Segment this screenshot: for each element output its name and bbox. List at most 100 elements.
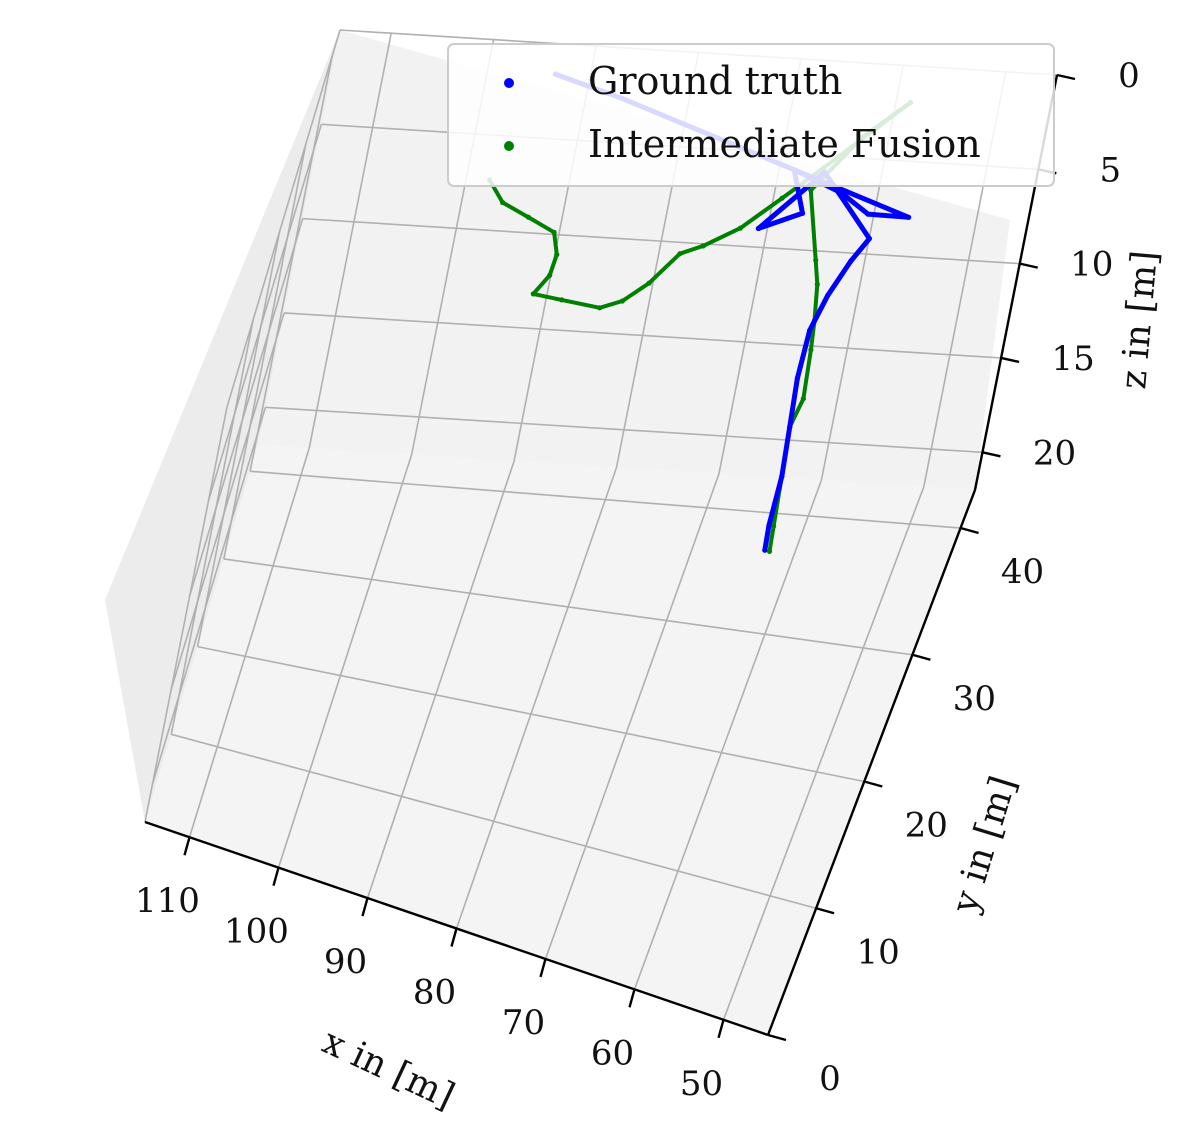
x-axis-label: x in [m]	[316, 1021, 460, 1117]
series-point-0	[794, 375, 801, 381]
x-tick-label: 80	[413, 973, 456, 1013]
series-point-1	[814, 281, 820, 287]
y-tick	[767, 1033, 787, 1042]
left-grid-z	[170, 312, 285, 691]
series-point-1	[530, 291, 536, 297]
y-tick-label: 20	[905, 806, 948, 846]
x-tick-label: 60	[591, 1033, 634, 1073]
z-tick	[1056, 73, 1076, 81]
series-point-0	[848, 258, 854, 264]
x-tick-label: 110	[135, 881, 200, 921]
z-tick-label: 0	[1118, 56, 1140, 96]
z-tick	[1019, 262, 1038, 269]
series-point-1	[808, 187, 814, 193]
x-tick-label: 90	[324, 942, 367, 982]
z-axis-label: z in [m]	[1113, 249, 1166, 391]
left-grid-y	[170, 319, 255, 735]
x-tick-label: 70	[502, 1003, 545, 1043]
series-point-1	[813, 257, 819, 263]
series-point-0	[755, 225, 762, 232]
series-point-1	[677, 251, 683, 257]
back-grid-z	[265, 406, 983, 454]
series-point-1	[737, 225, 744, 231]
back-grid-z	[284, 312, 1002, 359]
back-pane	[258, 30, 1010, 490]
series-point-1	[551, 229, 557, 235]
series-point-1	[771, 523, 777, 529]
x-tick	[450, 928, 458, 947]
floor-grid-x	[455, 467, 618, 929]
series-point-1	[779, 195, 785, 201]
x-tick	[361, 897, 369, 917]
left-grid-z	[207, 124, 323, 502]
series-point-0	[787, 424, 793, 430]
series-point-0	[865, 211, 871, 217]
series-point-0	[779, 473, 785, 480]
floor-grid-x	[544, 473, 720, 960]
series-point-1	[619, 298, 626, 304]
left-grid-y	[223, 143, 307, 560]
series-point-1	[559, 297, 565, 303]
z-tick	[982, 451, 1001, 458]
floor-grid-x	[277, 454, 413, 868]
y-axis-label: y in [m]	[944, 772, 1024, 919]
series-point-0	[766, 522, 772, 528]
legend-marker-intermediate-fusion	[504, 141, 514, 151]
series-point-1	[597, 305, 603, 311]
left-grid-y	[144, 406, 228, 823]
series-point-1	[646, 280, 652, 286]
floor-grid-x	[722, 486, 925, 1021]
z-tick-label: 10	[1070, 245, 1113, 285]
series-point-1	[525, 214, 532, 220]
y-axis-line	[766, 489, 977, 1036]
left-grid-y	[196, 231, 281, 647]
series-point-0	[799, 210, 806, 216]
series-point-1	[554, 252, 560, 258]
legend-box	[447, 43, 1055, 187]
floor-grid-x	[633, 480, 823, 990]
x-tick	[272, 867, 280, 886]
x-tick-label: 50	[680, 1064, 723, 1104]
x-tick	[183, 836, 191, 856]
y-tick-label: 0	[819, 1059, 841, 1099]
series-point-1	[500, 199, 506, 206]
floor-grid-y	[197, 645, 865, 783]
series-line-1	[487, 100, 913, 554]
series-point-0	[838, 190, 844, 196]
left-grid-y	[249, 56, 333, 472]
legend: Ground truth Intermediate Fusion	[447, 43, 1055, 187]
legend-label-ground-truth: Ground truth	[588, 59, 842, 103]
z-tick	[1000, 356, 1020, 364]
series-point-1	[700, 243, 706, 249]
series-point-1	[800, 396, 807, 402]
series-point-0	[844, 202, 850, 208]
y-tick-label: 10	[857, 932, 900, 972]
y-tick	[815, 907, 835, 915]
x-tick-label: 100	[224, 912, 289, 952]
floor-grid-x	[366, 460, 515, 899]
back-grid-x	[308, 33, 392, 449]
series-point-1	[808, 347, 814, 353]
x-tick	[539, 958, 547, 978]
y-tick	[960, 526, 979, 535]
legend-label-intermediate-fusion: Intermediate Fusion	[588, 122, 981, 166]
floor-grid-x	[188, 447, 310, 838]
series-point-0	[762, 547, 768, 553]
series-point-0	[807, 327, 813, 333]
series-point-0	[866, 236, 873, 242]
series-point-0	[825, 293, 831, 299]
left-grid-z	[226, 29, 341, 408]
left-grid-z	[188, 218, 304, 596]
y-tick	[912, 653, 931, 661]
series-point-1	[547, 272, 553, 278]
floor-grid-y	[223, 558, 913, 656]
series-point-1	[766, 548, 773, 555]
legend-marker-ground-truth	[504, 78, 514, 88]
floor-grid-y	[171, 733, 817, 910]
z-tick-label: 20	[1033, 433, 1076, 473]
y-tick-label: 40	[1001, 552, 1044, 592]
y-tick-label: 30	[953, 679, 996, 719]
series-point-0	[906, 214, 912, 220]
floor-pane	[145, 445, 975, 1035]
